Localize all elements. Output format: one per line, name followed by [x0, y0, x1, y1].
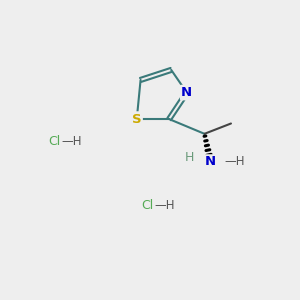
- Text: Cl: Cl: [141, 200, 153, 212]
- Text: S: S: [132, 112, 142, 126]
- Text: —H: —H: [62, 135, 82, 148]
- Text: Cl: Cl: [48, 135, 61, 148]
- Text: N: N: [205, 155, 216, 168]
- Text: —H: —H: [154, 200, 175, 212]
- Text: —H: —H: [224, 155, 245, 168]
- Text: N: N: [181, 86, 192, 99]
- Text: H: H: [185, 151, 194, 164]
